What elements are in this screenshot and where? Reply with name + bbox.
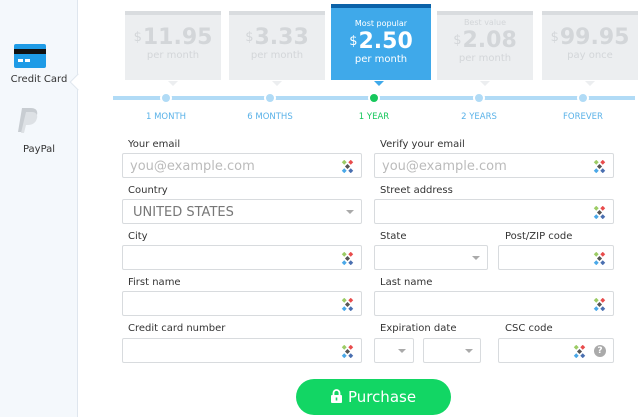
timeline-dot[interactable] (473, 92, 485, 104)
autofill-icon[interactable] (341, 159, 354, 174)
city-label: City (128, 231, 148, 242)
currency-symbol: $ (453, 33, 462, 48)
last-name-input[interactable] (374, 291, 614, 316)
plan-price: $3.33 (229, 26, 325, 50)
sidebar-item-label: Credit Card (10, 74, 68, 85)
chevron-down-icon (465, 349, 473, 353)
csc-input[interactable]: ? (498, 338, 614, 363)
sidebar-item-credit-card[interactable]: Credit Card (0, 40, 78, 90)
plan-period: per month (146, 50, 200, 61)
zip-input[interactable] (498, 245, 614, 270)
last-name-label: Last name (380, 277, 433, 288)
autofill-icon[interactable] (593, 297, 606, 312)
expiration-label: Expiration date (380, 323, 457, 334)
payment-method-sidebar: Credit Card PayPal (0, 0, 78, 417)
timeline-label[interactable]: 1 MONTH (145, 112, 187, 122)
zip-label: Post/ZIP code (505, 231, 573, 242)
country-label: Country (128, 185, 168, 196)
timeline-dot[interactable] (264, 92, 276, 104)
street-label: Street address (380, 185, 453, 196)
lock-icon (330, 389, 342, 403)
currency-symbol: $ (133, 30, 142, 45)
plan-period: pay once (567, 50, 613, 61)
plan-price: $2.50 (331, 30, 431, 54)
state-label: State (380, 231, 407, 242)
city-input[interactable] (122, 245, 362, 270)
purchase-label: Purchase (347, 388, 417, 406)
timeline-label[interactable]: 2 YEARS (461, 112, 497, 122)
sidebar-item-paypal[interactable]: PayPal (0, 104, 78, 158)
first-name-label: First name (128, 277, 181, 288)
verify-email-label: Verify your email (380, 139, 465, 150)
email-input[interactable]: you@example.com (122, 153, 362, 178)
price-value: 2.08 (462, 28, 517, 53)
plan-price: $2.08 (437, 29, 533, 53)
timeline-label[interactable]: 6 MONTHS (247, 112, 293, 122)
plan-card[interactable]: $99.95 pay once (542, 11, 638, 86)
country-value: UNITED STATES (133, 205, 234, 220)
plan-period: per month (354, 54, 408, 65)
price-value: 3.33 (254, 25, 309, 50)
paypal-icon (18, 108, 38, 133)
email-label: Your email (128, 139, 181, 150)
timeline-label[interactable]: 1 YEAR (358, 112, 390, 122)
price-value: 2.50 (358, 29, 413, 54)
plan-period: per month (458, 53, 512, 64)
plan-tag: Best value (463, 18, 507, 27)
card-number-input[interactable] (122, 338, 362, 363)
price-value: 11.95 (142, 25, 213, 50)
timeline-dot[interactable] (577, 92, 589, 104)
first-name-input[interactable] (122, 291, 362, 316)
csc-label: CSC code (505, 323, 553, 334)
timeline-dot[interactable] (368, 92, 380, 104)
card-number-label: Credit card number (128, 323, 226, 334)
chevron-down-icon (346, 210, 354, 214)
plan-card[interactable]: $11.95 per month (125, 11, 221, 86)
timeline-dot[interactable] (160, 92, 172, 104)
expiration-month-select[interactable] (374, 338, 414, 363)
autofill-icon[interactable] (341, 344, 354, 359)
sidebar-item-label: PayPal (22, 144, 56, 155)
plan-card[interactable]: $3.33 per month (229, 11, 325, 86)
verify-email-input[interactable]: you@example.com (374, 153, 614, 178)
autofill-icon[interactable] (593, 205, 606, 220)
chevron-down-icon (472, 256, 480, 260)
autofill-icon[interactable] (341, 297, 354, 312)
plan-card[interactable]: Most popular $2.50 per month (331, 4, 431, 86)
plan-tag: Most popular (354, 19, 408, 28)
state-select[interactable] (374, 245, 488, 270)
timeline-label[interactable]: FOREVER (563, 112, 603, 122)
help-icon[interactable]: ? (594, 345, 606, 357)
currency-symbol: $ (550, 30, 559, 45)
plan-card[interactable]: Best value $2.08 per month (437, 11, 533, 86)
expiration-year-select[interactable] (423, 338, 481, 363)
currency-symbol: $ (349, 34, 358, 49)
autofill-icon[interactable] (593, 251, 606, 266)
chevron-down-icon (398, 349, 406, 353)
plan-price: $11.95 (125, 26, 221, 50)
price-value: 99.95 (559, 25, 630, 50)
country-select[interactable]: UNITED STATES (122, 199, 362, 224)
plan-period: per month (250, 50, 304, 61)
email-placeholder: you@example.com (130, 159, 255, 174)
purchase-button[interactable]: Purchase (296, 379, 451, 415)
credit-card-icon (14, 44, 46, 68)
autofill-icon[interactable] (573, 344, 586, 359)
autofill-icon[interactable] (593, 159, 606, 174)
autofill-icon[interactable] (341, 251, 354, 266)
plan-price: $99.95 (542, 26, 638, 50)
currency-symbol: $ (245, 30, 254, 45)
street-input[interactable] (374, 199, 614, 224)
verify-email-placeholder: you@example.com (382, 159, 507, 174)
